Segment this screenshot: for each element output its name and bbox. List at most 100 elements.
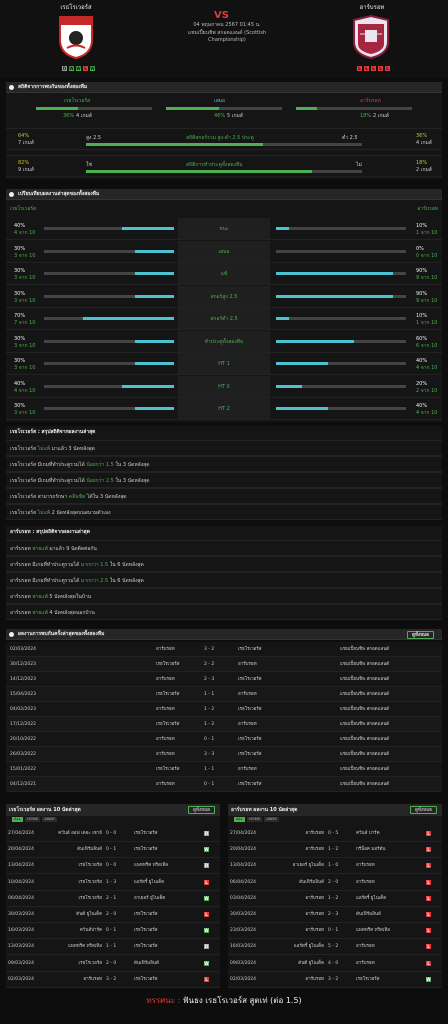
h2h-away: เรธโรเวอร์ส <box>238 647 262 652</box>
last-match-row[interactable]: 09/03/2024 ดันดี ยูไนเต็ด 4 - 0 อาร์บรอท L <box>228 956 442 972</box>
match-league[interactable]: แชมเปี้ยนชิพ สกอตแลนด์ (Scottish Champio… <box>187 29 267 44</box>
away-games: 6 จาก 10 <box>416 342 438 349</box>
last-match-row[interactable]: 03/04/2024 อาร์บรอท 1 - 2 แอร์ดรี้ ยูไนเต็ด… <box>228 891 442 907</box>
btts-row: 82% 9 เกมส์ ใช่ สถิติการทำประตูทั้งสองที… <box>6 155 442 177</box>
last-match-row[interactable]: 13/03/2024 แพททริค ทริสเทิล 1 - 1 เรธโรเวอร… <box>6 939 220 956</box>
h2h-row[interactable]: 04/12/2021 อาร์บรอท 0 - 1 เรธโรเวอร์ส แชมเปี… <box>6 777 442 792</box>
home-last10-header: เรธโรเวอร์ส ผลงาน 10 นัดล่าสุด ดูทั้งหมด <box>6 804 220 816</box>
filter-chip-all[interactable]: ALL <box>12 816 23 822</box>
home-last10-view-all-button[interactable]: ดูทั้งหมด <box>188 806 215 814</box>
last-match-row[interactable]: 13/04/2024 เรธโรเวอร์ส 0 - 0 แพททริค ทริสเท… <box>6 858 220 875</box>
away-games: 4 จาก 10 <box>416 365 438 371</box>
compare-row: 30% 3 จาก 10 ทำประตูทั้งสองทีม 60% 6 จาก 10 <box>6 330 442 353</box>
prediction: ทรรศนะ : ฟันธง เรธโรเวอร์ส สูตเท่ (ต่อ 1… <box>0 996 448 1006</box>
result-badge: D <box>204 863 209 869</box>
away-team-name[interactable]: อาร์บรอท <box>359 4 385 11</box>
h2h-row[interactable]: 30/12/2023 เรธโรเวอร์ส 2 - 2 อาร์บรอท แชมเปี… <box>6 657 442 672</box>
summary-text: เรธโรเวอร์ส ไม่แพ้ มาแล้ว 3 นัดหลังสุด <box>10 446 95 452</box>
filter-chip-away[interactable]: AWAY <box>42 816 57 822</box>
form-badge: L <box>378 66 383 71</box>
summary-text: เรธโรเวอร์ส มีเกมที่ทำประตูรวมได้ น้อยกว… <box>10 462 149 468</box>
summary-subject: อาร์บรอท มีเกมที่ทำประตูรวมได้ <box>10 562 81 568</box>
last-match-row[interactable]: 06/04/2024 ดันเฟิร์มลินด์ 2 - 0 อาร์บรอท L <box>228 875 442 891</box>
last-match-row[interactable]: 27/04/2024 ควีนส์ ออฟ เดอะ เซาธ์ 0 - 0 เรธโ… <box>6 826 220 842</box>
h2h-away: อาร์บรอท <box>238 692 257 697</box>
match-away: ดันเฟิร์มลินด์ <box>356 912 381 917</box>
away-win-pct: 18% <box>360 113 372 119</box>
home-pct: 30% <box>14 403 26 409</box>
h2h-row[interactable]: 17/12/2022 เรธโรเวอร์ส 1 - 2 อาร์บรอท แชมเปี… <box>6 717 442 732</box>
last-match-row[interactable]: 30/03/2024 อาร์บรอท 2 - 3 ดันเฟิร์มลินด์ L <box>228 907 442 923</box>
last-match-row[interactable]: 02/03/2024 อาร์บรอท 3 - 2 เรธโรเวอร์ส L <box>6 972 220 988</box>
summary-text: เรธโรเวอร์ส ไม่แพ้ 2 นัดหลังสุดบนสนามตัว… <box>10 510 111 516</box>
last-match-row[interactable]: 16/03/2024 ควีนส์ปาร์ค 0 - 1 เรธโรเวอร์ส W <box>6 923 220 940</box>
last-match-row[interactable]: 20/04/2024 อาร์บรอท 1 - 2 กรีน็อค มอร์ตัน L <box>228 842 442 859</box>
last-match-row[interactable]: 16/03/2024 แอร์ดรี้ ยูไนเต็ด 5 - 2 อาร์บรอท… <box>228 939 442 956</box>
filter-chip-home[interactable]: HOME <box>24 816 41 822</box>
last-match-row[interactable]: 02/03/2024 อาร์บรอท 3 - 2 เรธโรเวอร์ส W <box>228 972 442 988</box>
compare-row: 30% 3 จาก 10 แพ้ 90% 9 จาก 10 <box>6 263 442 285</box>
last-match-row[interactable]: 30/03/2024 ดันดี ยูไนเต็ด 2 - 0 เรธโรเวอร์ส… <box>6 907 220 923</box>
home-win-games: 4 เกมส์ <box>76 113 92 119</box>
summary-subject: เรธโรเวอร์ส มีเกมที่ทำประตูรวมได้ <box>10 478 87 484</box>
match-away: แพททริค ทริสเทิล <box>356 928 391 934</box>
last-match-row[interactable]: 06/04/2024 เรธโรเวอร์ส 2 - 1 อาเยอร์ ยูไนเต… <box>6 891 220 907</box>
away-games: 2 จาก 10 <box>416 387 438 394</box>
h2h-row[interactable]: 15/01/2022 เรธโรเวอร์ส 1 - 1 อาร์บรอท แชมเปี… <box>6 762 442 777</box>
h2h-date: 20/10/2022 <box>10 737 36 742</box>
match-away: อาเยอร์ ยูไนเต็ด <box>134 895 166 901</box>
home-games: 3 จาก 10 <box>14 410 36 416</box>
h2h-row[interactable]: 02/03/2024 อาร์บรอท 3 - 2 เรธโรเวอร์ส แชมเปี… <box>6 642 442 657</box>
ball-icon <box>9 632 14 637</box>
home-bar <box>44 407 174 410</box>
h2h-view-all-button[interactable]: ดูทั้งหมด <box>407 631 434 639</box>
last-match-row[interactable]: 20/04/2024 ดันเฟิร์มลินด์ 0 - 1 เรธโรเวอร์ส… <box>6 842 220 859</box>
h2h-row[interactable]: 04/02/2023 อาร์บรอท 1 - 2 เรธโรเวอร์ส แชมเปี… <box>6 702 442 717</box>
h2h-row[interactable]: 20/10/2022 อาร์บรอท 0 - 1 เรธโรเวอร์ส แชมเปี… <box>6 732 442 747</box>
h2h-row[interactable]: 14/12/2023 อาร์บรอท 2 - 3 เรธโรเวอร์ส แชมเปี… <box>6 672 442 687</box>
h2h-score: 1 - 1 <box>204 767 215 772</box>
h2h-row[interactable]: 15/04/2023 เรธโรเวอร์ส 1 - 1 อาร์บรอท แชมเปี… <box>6 687 442 702</box>
last-match-row[interactable]: 27/04/2024 อาร์บรอท 0 - 5 ควีนส์ ปาร์ค L <box>228 826 442 842</box>
home-bar <box>44 249 174 253</box>
compare-label-cell: เสมอ <box>178 240 270 262</box>
last-match-row[interactable]: 09/03/2024 เรธโรเวอร์ส 2 - 0 ดันเฟิร์มลินด์… <box>6 956 220 972</box>
match-score: 1 - 2 <box>328 895 339 901</box>
filter-chip-home[interactable]: HOME <box>246 816 263 822</box>
summary-highlight: พ่ายแพ้ <box>32 610 48 616</box>
match-score: 0 - 0 <box>106 863 117 869</box>
filter-chip-all[interactable]: ALL <box>234 816 245 822</box>
h2h-home: อาร์บรอท <box>156 647 175 652</box>
away-last10-header: อาร์บรอท ผลงาน 10 นัดล่าสุด ดูทั้งหมด <box>228 804 442 816</box>
h2h-date: 26/03/2022 <box>10 752 36 757</box>
result-badge: W <box>204 928 209 934</box>
h2h-row[interactable]: 26/03/2022 อาร์บรอท 3 - 3 เรธโรเวอร์ส แชมเปี… <box>6 747 442 762</box>
summary-text: เรธโรเวอร์ส มีเกมที่ทำประตูรวมได้ น้อยกว… <box>10 478 149 484</box>
away-last10-view-all-button[interactable]: ดูทั้งหมด <box>410 806 437 814</box>
match-score: 2 - 0 <box>106 960 117 966</box>
btts-yes-pct: 82% <box>18 160 30 166</box>
h2h-results-header: ผลงานการพบกันครั้งล่าสุดของทั้งสองทีม ดูท… <box>6 629 442 640</box>
h2h-away: อาร์บรอท <box>238 662 257 667</box>
summary-highlight: น้อยกว่า 2.5 <box>86 478 114 484</box>
summary-rest: ใน 6 นัดหลังสุด <box>108 578 144 584</box>
last-match-row[interactable]: 10/04/2024 เรธโรเวอร์ส 1 - 3 แอร์ดรี้ ยูไนเ… <box>6 875 220 891</box>
away-last10-title: อาร์บรอท ผลงาน 10 นัดล่าสุด <box>231 807 298 813</box>
last-match-row[interactable]: 23/03/2024 อาร์บรอท 0 - 1 แพททริค ทริสเทิล L <box>228 923 442 940</box>
summary-rest: 5 นัดหลังสุดในบ้าน <box>47 594 92 600</box>
home-team-name[interactable]: เรธโรเวอร์ส <box>60 4 92 11</box>
home-bar <box>44 339 174 343</box>
btts-no-games: 2 เกมส์ <box>416 167 432 173</box>
last-match-row[interactable]: 13/04/2024 อาเยอร์ ยูไนเต็ด 1 - 0 อาร์บรอท L <box>228 858 442 875</box>
home-pct: 30% <box>14 290 26 297</box>
h2h-stats-header: สถิติจากการพบกันของทั้งสองทีม <box>6 82 442 93</box>
compare-label: เสมอ <box>218 248 230 255</box>
draw-pct: 46% <box>214 113 226 119</box>
h2h-score: 2 - 2 <box>204 662 215 667</box>
compare-label: สกอร์ต่ำ 2.5 <box>210 316 238 322</box>
form-badge: W <box>76 66 81 71</box>
away-win-games: 2 เกมส์ <box>373 113 389 119</box>
filter-chip-away[interactable]: AWAY <box>264 816 279 822</box>
